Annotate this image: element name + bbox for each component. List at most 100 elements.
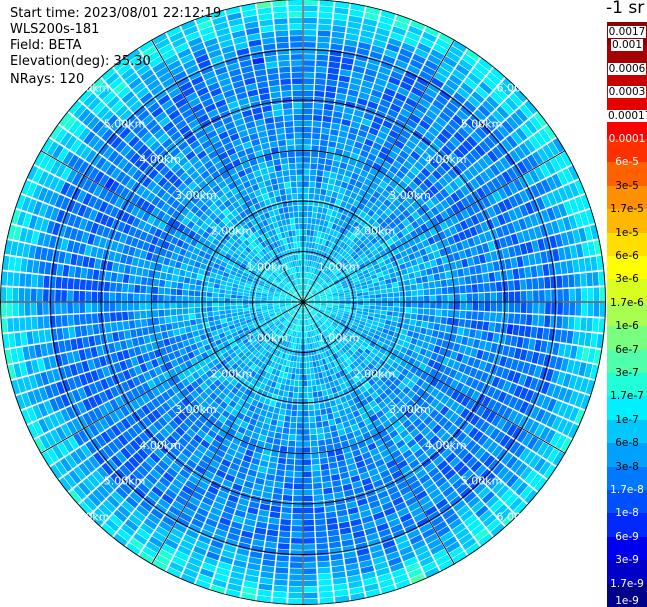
- ray-gate-cell: [282, 494, 293, 502]
- ray-gate-cell: [401, 268, 408, 276]
- ray-gate-cell: [460, 197, 471, 208]
- ray-gate-cell: [406, 438, 417, 449]
- ray-gate-cell: [64, 252, 72, 265]
- ray-gate-cell: [303, 217, 308, 224]
- ray-gate-cell: [152, 559, 168, 572]
- ray-gate-cell: [265, 436, 274, 444]
- ray-gate-cell: [430, 515, 444, 527]
- ray-gate-cell: [202, 365, 210, 373]
- ray-gate-cell: [257, 589, 272, 597]
- ray-gate-cell: [254, 373, 261, 381]
- ray-gate-cell: [67, 278, 74, 290]
- ray-gate-cell: [497, 404, 508, 417]
- ray-gate-cell: [328, 282, 334, 287]
- ray-gate-cell: [442, 486, 455, 498]
- ray-gate-cell: [338, 75, 351, 83]
- ray-gate-cell: [303, 284, 305, 290]
- ray-gate-cell: [289, 309, 294, 314]
- ray-gate-cell: [91, 280, 99, 291]
- ray-gate-cell: [436, 302, 442, 309]
- ray-gate-cell: [327, 147, 336, 154]
- ray-gate-cell: [345, 302, 351, 305]
- ray-gate-cell: [387, 297, 394, 302]
- ray-gate-cell: [375, 330, 382, 337]
- ray-gate-cell: [296, 435, 303, 441]
- ray-gate-cell: [329, 264, 335, 271]
- ray-gate-cell: [308, 303, 315, 305]
- ray-gate-cell: [264, 283, 271, 288]
- ray-gate-cell: [215, 274, 223, 280]
- ray-gate-cell: [418, 302, 424, 308]
- ray-gate-cell: [474, 127, 487, 140]
- ray-gate-cell: [586, 272, 593, 287]
- ray-gate-cell: [288, 323, 292, 329]
- ray-gate-cell: [96, 368, 105, 380]
- ray-gate-cell: [217, 269, 224, 276]
- ray-gate-cell: [234, 403, 243, 412]
- ray-gate-cell: [46, 370, 55, 384]
- ray-gate-cell: [115, 302, 122, 312]
- ray-gate-cell: [177, 411, 187, 422]
- ray-gate-cell: [309, 343, 313, 350]
- ray-gate-cell: [422, 528, 436, 539]
- ray-gate-cell: [10, 348, 19, 363]
- ray-gate-cell: [84, 348, 93, 360]
- ray-gate-cell: [349, 288, 356, 292]
- ray-gate-cell: [361, 183, 369, 192]
- ray-gate-cell: [151, 486, 164, 498]
- ray-gate-cell: [463, 228, 472, 239]
- ray-gate-cell: [352, 277, 359, 283]
- ray-gate-cell: [314, 194, 320, 201]
- ray-gate-cell: [312, 470, 321, 477]
- ray-gate-cell: [247, 321, 254, 327]
- ray-gate-cell: [195, 386, 204, 395]
- ray-gate-cell: [322, 331, 328, 337]
- ray-gate-cell: [288, 391, 294, 398]
- ray-gate-cell: [406, 155, 417, 166]
- ray-gate-cell: [429, 226, 438, 236]
- ray-gate-cell: [443, 420, 453, 431]
- ray-gate-cell: [377, 464, 388, 473]
- ray-gate-cell: [277, 377, 283, 384]
- ray-gate-cell: [354, 454, 364, 463]
- ray-gate-cell: [463, 365, 472, 376]
- ray-gate-cell: [214, 528, 228, 538]
- ray-gate-cell: [60, 393, 71, 407]
- ray-gate-cell: [455, 64, 470, 76]
- ray-gate-cell: [469, 266, 476, 275]
- ray-gate-cell: [274, 319, 280, 325]
- ray-gate-cell: [32, 330, 40, 344]
- ray-gate-cell: [248, 404, 256, 413]
- ray-gate-cell: [354, 536, 367, 545]
- ray-gate-cell: [469, 113, 482, 126]
- ray-gate-cell: [188, 557, 203, 568]
- ray-gate-cell: [441, 287, 448, 295]
- ray-gate-cell: [327, 255, 333, 262]
- ray-gate-cell: [546, 413, 557, 428]
- ray-gate-cell: [394, 534, 408, 545]
- ray-gate-cell: [329, 49, 342, 57]
- ray-gate-cell: [377, 21, 392, 31]
- ray-gate-cell: [143, 335, 151, 344]
- ray-gate-cell: [280, 294, 286, 298]
- ray-gate-cell: [339, 69, 352, 77]
- ray-gate-cell: [321, 265, 326, 272]
- ray-gate-cell: [360, 369, 368, 377]
- ray-gate-cell: [440, 61, 454, 73]
- ray-gate-cell: [349, 312, 356, 316]
- ray-gate-cell: [358, 503, 370, 512]
- ray-gate-cell: [461, 239, 470, 250]
- ray-gate-cell: [238, 332, 246, 338]
- ray-gate-cell: [394, 92, 407, 102]
- ray-gate-cell: [410, 573, 426, 584]
- ray-gate-cell: [334, 148, 344, 156]
- ray-gate-cell: [534, 252, 542, 265]
- ray-gate-cell: [350, 251, 357, 258]
- ray-gate-cell: [481, 242, 490, 253]
- ray-gate-cell: [309, 416, 316, 423]
- ray-gate-cell: [100, 378, 109, 390]
- ray-gate-cell: [399, 444, 410, 454]
- ray-gate-cell: [405, 307, 412, 313]
- ray-gate-cell: [260, 340, 267, 347]
- ray-gate-cell: [482, 491, 495, 504]
